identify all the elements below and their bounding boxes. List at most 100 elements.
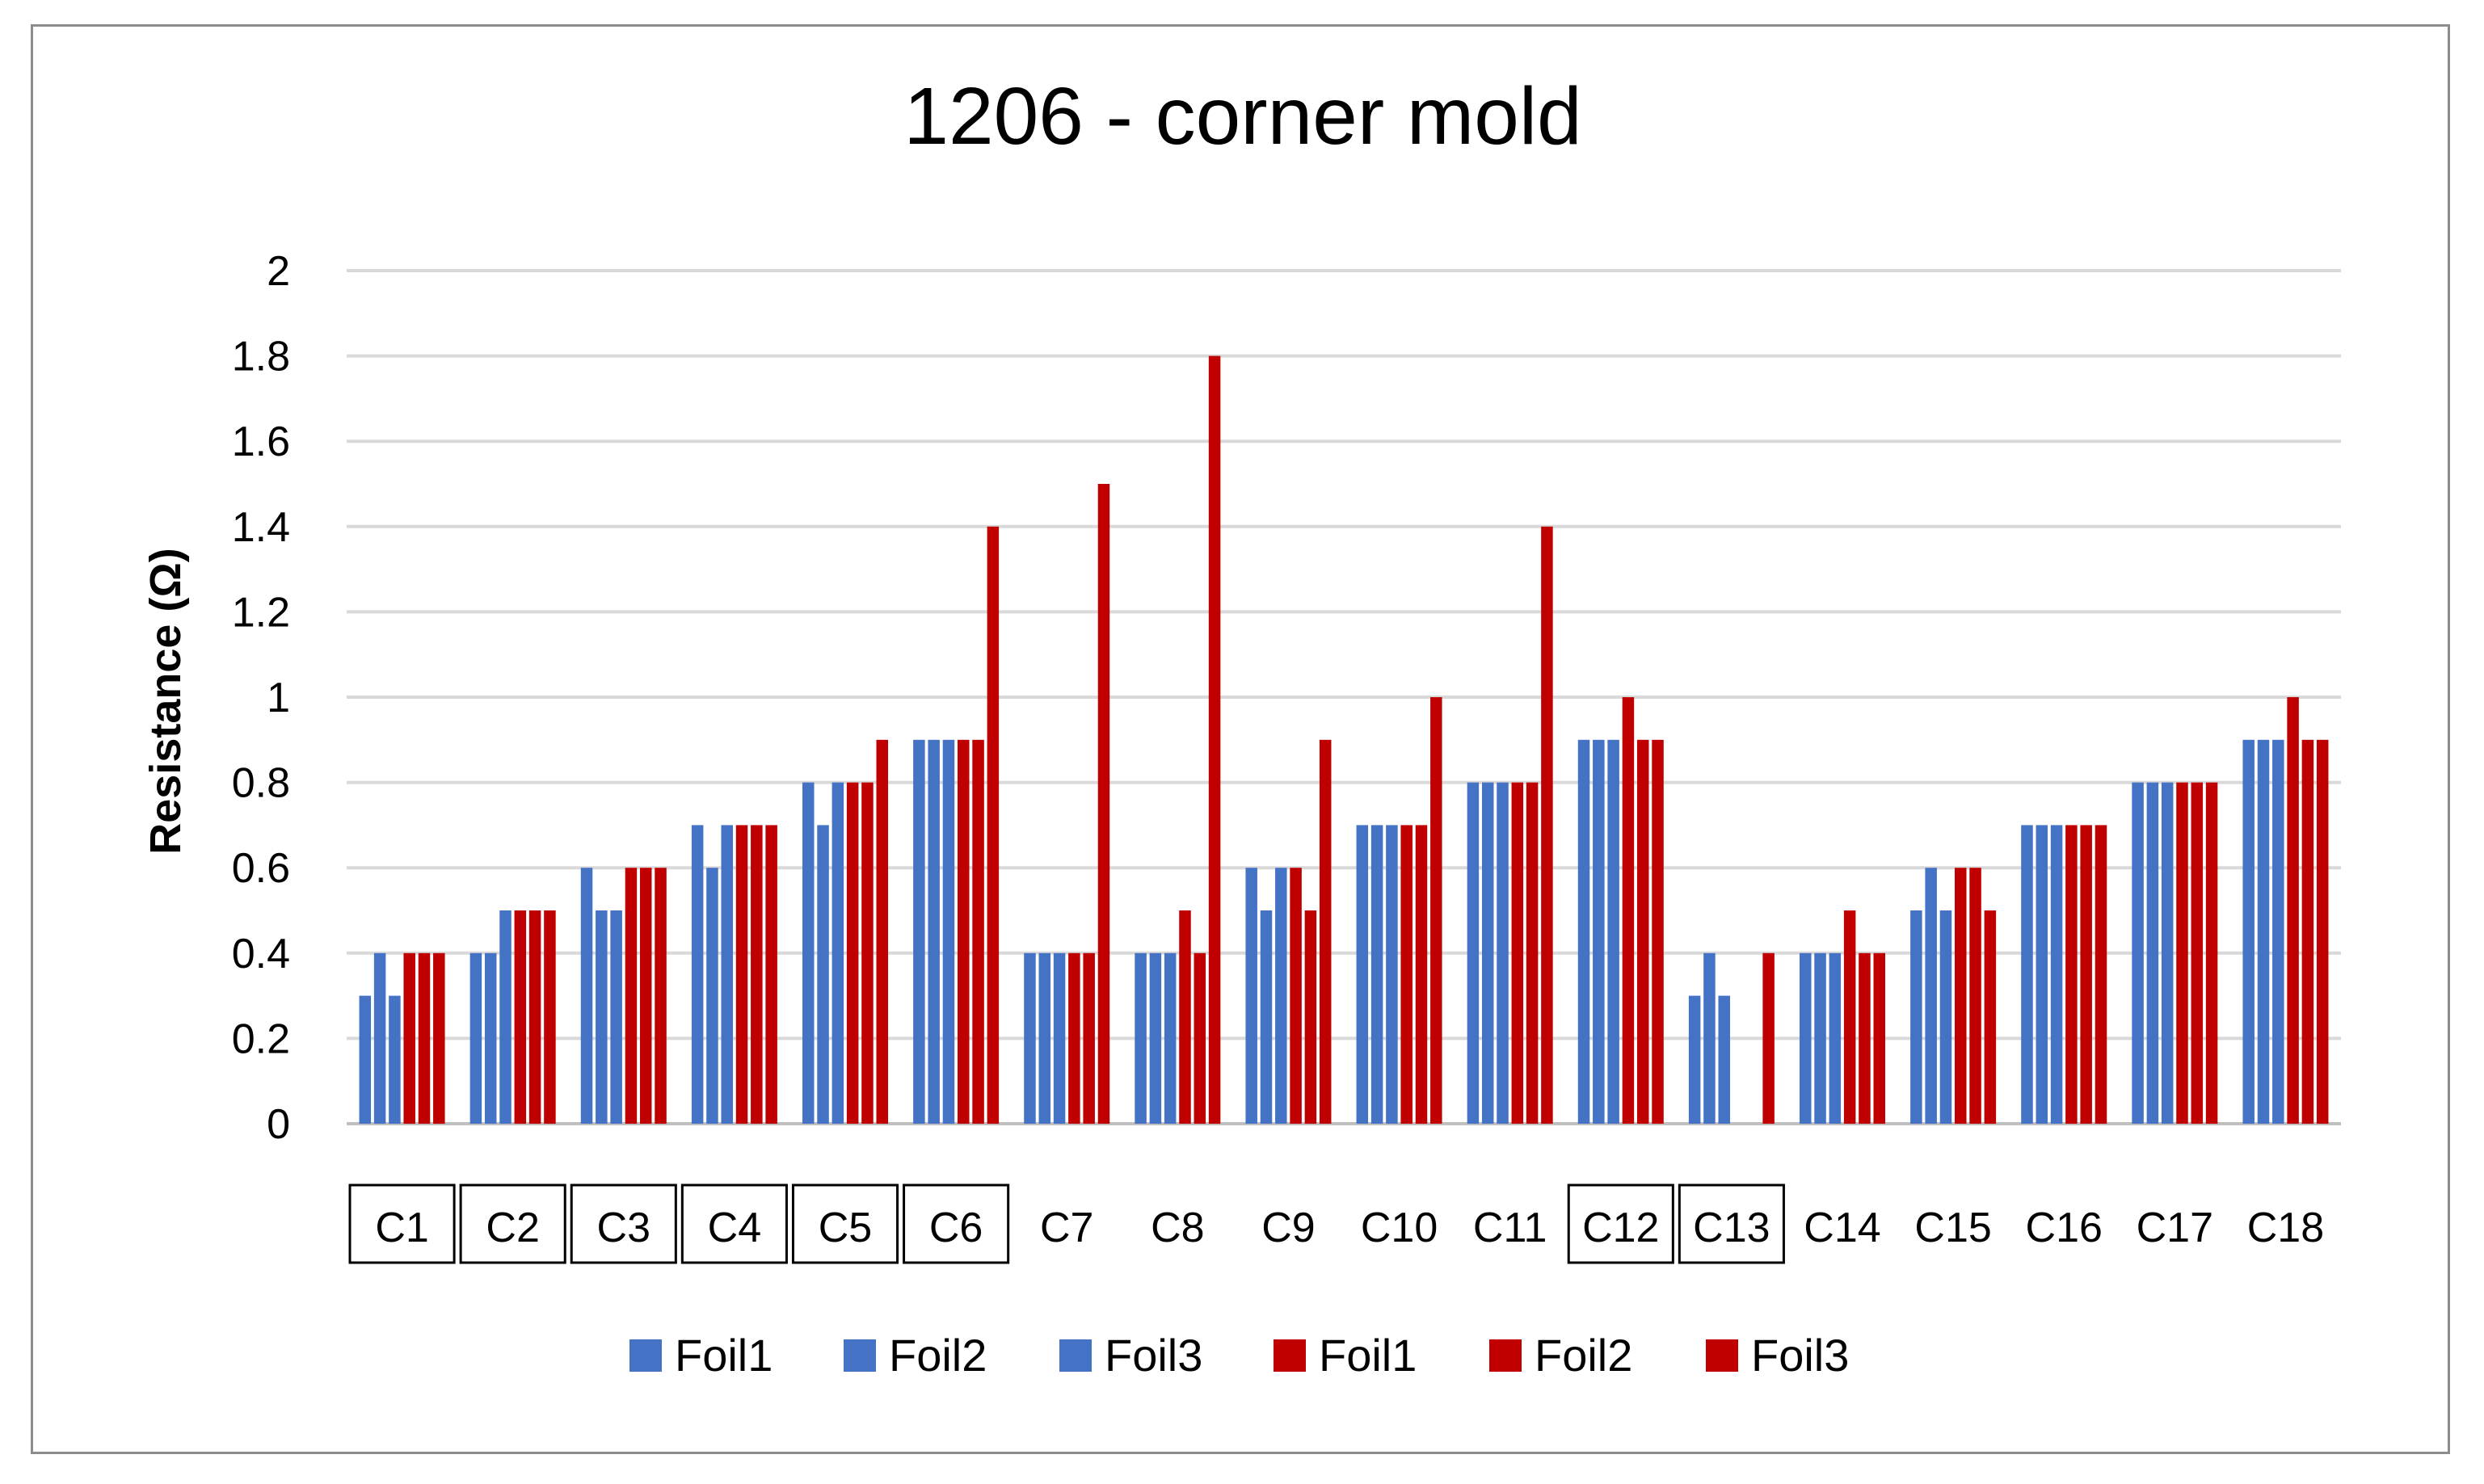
category-box (459, 1183, 566, 1264)
bar (1024, 952, 1036, 1124)
bar (1814, 952, 1826, 1124)
bar (1430, 697, 1442, 1124)
chart-title: 1206 - corner mold (903, 71, 1581, 162)
bar (706, 868, 718, 1124)
gridlines (347, 269, 2341, 1125)
bar-chart: 1206 - corner mold Resistance (Ω) 0 0.2 0.… (141, 71, 2341, 1381)
y-tick-label: 1.6 (232, 418, 290, 465)
bar (1068, 952, 1080, 1124)
bar (655, 868, 667, 1124)
bar (1356, 825, 1369, 1124)
bar (1083, 952, 1095, 1124)
bar (1969, 868, 1981, 1124)
y-tick-label: 1 (267, 675, 290, 721)
bar (1703, 952, 1716, 1124)
bar (1762, 952, 1775, 1124)
bar (359, 995, 372, 1124)
bar (514, 910, 527, 1124)
bar (1481, 782, 1494, 1124)
category-box (570, 1183, 677, 1264)
x-tick-label: C2 (486, 1204, 539, 1251)
bar (802, 782, 815, 1124)
bar (1208, 355, 1221, 1125)
bar (1245, 868, 1257, 1124)
x-tick-label: C3 (597, 1204, 650, 1251)
legend-label: Foil3 (1105, 1330, 1202, 1381)
bar (1386, 825, 1398, 1124)
bar (2176, 782, 2188, 1124)
bar (1526, 782, 1539, 1124)
bar (1038, 952, 1051, 1124)
bar (1290, 868, 1302, 1124)
bar (2242, 739, 2255, 1124)
bar (596, 910, 608, 1124)
bar (832, 782, 844, 1124)
bar (2287, 697, 2299, 1124)
legend-label: Foil3 (1751, 1330, 1849, 1381)
bar (2132, 782, 2144, 1124)
legend-swatch (1059, 1339, 1092, 1372)
bar (972, 739, 984, 1124)
bar (1607, 739, 1619, 1124)
y-tick-label: 0.8 (232, 760, 290, 807)
category-box (1678, 1183, 1785, 1264)
bar (751, 825, 763, 1124)
bar (1135, 952, 1147, 1124)
bar (691, 825, 704, 1124)
bar (1718, 995, 1730, 1124)
bar (987, 526, 1000, 1124)
bar (499, 910, 512, 1124)
bar (2301, 739, 2314, 1124)
x-tick-label: C15 (1914, 1204, 1991, 1251)
y-tick-label: 2 (267, 248, 290, 295)
bar (861, 782, 874, 1124)
bar (403, 952, 415, 1124)
legend: Foil1 Foil2 Foil3 Foil1 Foil2 Foil3 (629, 1330, 1849, 1381)
bar (1304, 910, 1317, 1124)
x-tick-label: C18 (2247, 1204, 2324, 1251)
bar (1800, 952, 1812, 1124)
bar (1688, 995, 1701, 1124)
bar (1097, 484, 1110, 1124)
bar (389, 995, 401, 1124)
bar (2161, 782, 2174, 1124)
bar (735, 825, 748, 1124)
bar (2095, 825, 2107, 1124)
y-axis-ticks: 0 0.2 0.4 0.6 0.8 1 1.2 1.4 1.6 1.8 2 (232, 248, 290, 1148)
bar (1194, 952, 1206, 1124)
bar (1622, 697, 1635, 1124)
y-tick-label: 0.6 (232, 845, 290, 892)
x-tick-label: C14 (1804, 1204, 1880, 1251)
bar (1467, 782, 1480, 1124)
bar (639, 868, 652, 1124)
bar (1541, 526, 1553, 1124)
legend-label: Foil1 (675, 1330, 773, 1381)
bar (433, 952, 445, 1124)
bar (1511, 782, 1524, 1124)
bar (625, 868, 638, 1124)
bar (528, 910, 541, 1124)
bar (484, 952, 497, 1124)
x-tick-label: C7 (1040, 1204, 1093, 1251)
x-tick-label: C5 (819, 1204, 872, 1251)
bar (373, 952, 386, 1124)
bar (1593, 739, 1605, 1124)
bar (1577, 739, 1590, 1124)
x-tick-label: C4 (708, 1204, 761, 1251)
bar (2316, 739, 2329, 1124)
bar (2205, 782, 2218, 1124)
bars (359, 355, 2329, 1125)
bar (1400, 825, 1413, 1124)
x-tick-label: C17 (2137, 1204, 2213, 1251)
bar (876, 739, 888, 1124)
bar (1910, 910, 1922, 1124)
y-tick-label: 0.4 (232, 931, 290, 977)
bar (2050, 825, 2063, 1124)
bar (1370, 825, 1383, 1124)
bar (817, 825, 829, 1124)
x-tick-label: C1 (375, 1204, 428, 1251)
bar (913, 739, 925, 1124)
bar (1164, 952, 1177, 1124)
bar (2191, 782, 2204, 1124)
y-tick-label: 0 (267, 1101, 290, 1148)
